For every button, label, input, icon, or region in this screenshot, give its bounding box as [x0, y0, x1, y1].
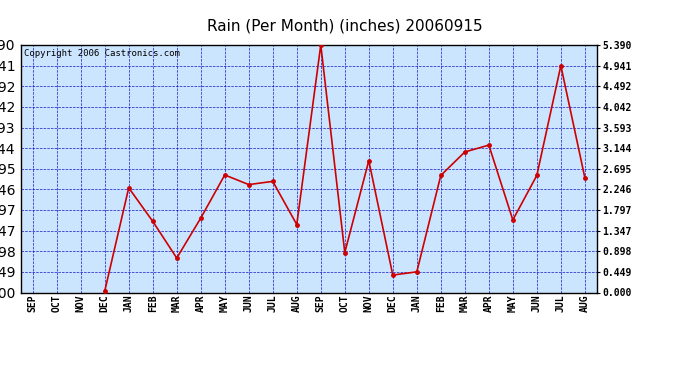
Text: Rain (Per Month) (inches) 20060915: Rain (Per Month) (inches) 20060915	[207, 19, 483, 34]
Text: Copyright 2006 Castronics.com: Copyright 2006 Castronics.com	[23, 49, 179, 58]
